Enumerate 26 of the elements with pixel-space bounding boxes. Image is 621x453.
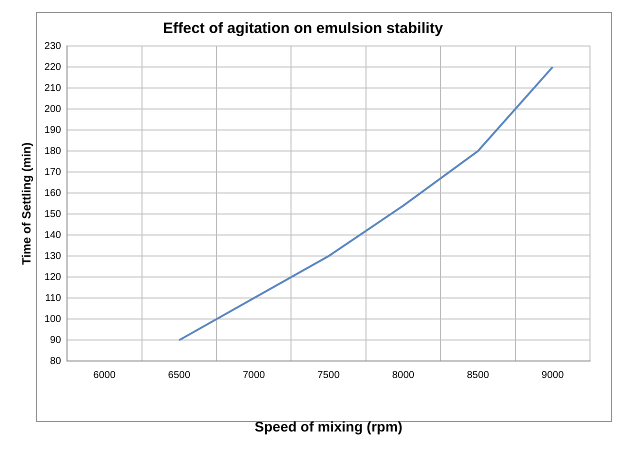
y-tick-label: 140 xyxy=(44,230,62,241)
y-tick-label: 80 xyxy=(50,356,62,367)
y-tick-label: 120 xyxy=(44,272,62,283)
y-axis-title: Time of Settling (min) xyxy=(20,142,34,265)
y-tick-label: 150 xyxy=(44,208,62,220)
y-tick-label: 230 xyxy=(44,40,62,52)
y-tick-label: 220 xyxy=(44,62,62,73)
y-tick-label: 100 xyxy=(44,314,62,325)
y-tick-label: 90 xyxy=(50,334,62,346)
x-axis-title: Speed of mixing (rpm) xyxy=(254,418,402,434)
y-tick-label: 190 xyxy=(44,124,62,136)
y-tick-label: 180 xyxy=(44,146,62,157)
y-tick-label: 110 xyxy=(45,292,62,304)
chart-title: Effect of agitation on emulsion stability xyxy=(162,20,444,38)
x-tick-label: 6000 xyxy=(93,370,116,381)
x-tick-label: 8500 xyxy=(466,370,490,381)
y-tick-label: 160 xyxy=(44,188,62,199)
y-tick-label: 210 xyxy=(44,82,62,94)
x-tick-label: 9000 xyxy=(542,370,564,381)
y-tick-label: 200 xyxy=(44,104,62,115)
y-tick-label: 130 xyxy=(44,250,62,262)
x-tick-label: 7500 xyxy=(317,370,340,381)
x-tick-label: 8000 xyxy=(392,370,415,381)
x-tick-label: 6500 xyxy=(168,370,191,381)
x-tick-label: 7000 xyxy=(242,370,266,381)
y-tick-label: 170 xyxy=(44,166,62,178)
